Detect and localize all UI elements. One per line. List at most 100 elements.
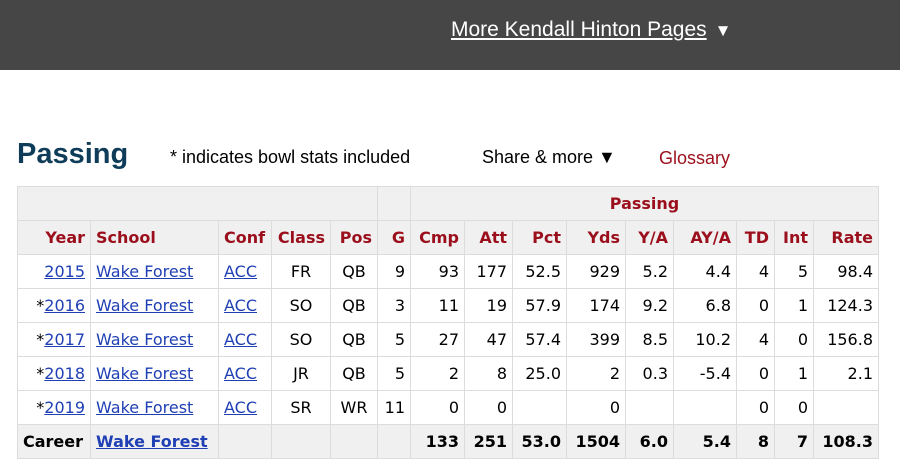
career-conf-cell — [218, 424, 272, 459]
bowl-marker: * — [36, 398, 45, 417]
yds-cell: 2 — [566, 356, 626, 391]
pct-cell: 25.0 — [512, 356, 567, 391]
career-pos-cell — [330, 424, 378, 459]
td-cell: 0 — [736, 356, 775, 391]
column-header[interactable]: Pct — [512, 220, 567, 255]
att-cell: 177 — [464, 254, 513, 289]
conf-cell: ACC — [218, 356, 272, 391]
conf-link[interactable]: ACC — [224, 330, 258, 349]
column-header[interactable]: Rate — [813, 220, 879, 255]
column-header[interactable]: Int — [774, 220, 814, 255]
column-header[interactable]: Conf — [218, 220, 272, 255]
column-header[interactable]: School — [90, 220, 219, 255]
table-body: 2015 Wake Forest ACC FR QB 9 93 177 52.5 929 5.2 4.… — [17, 254, 879, 425]
rate-cell: 156.8 — [813, 322, 879, 357]
td-cell: 0 — [736, 390, 775, 425]
rate-cell: 98.4 — [813, 254, 879, 289]
career-g-cell — [377, 424, 411, 459]
school-link[interactable]: Wake Forest — [96, 364, 194, 383]
passing-stats-table: Passing Year School Conf Class Pos G Cmp Att Pct… — [17, 186, 879, 459]
class-cell: FR — [271, 254, 331, 289]
column-header[interactable]: Cmp — [410, 220, 465, 255]
column-header[interactable]: Pos — [330, 220, 378, 255]
att-cell: 19 — [464, 288, 513, 323]
year-link[interactable]: 2018 — [44, 364, 85, 383]
conf-link[interactable]: ACC — [224, 296, 258, 315]
g-cell: 5 — [377, 322, 411, 357]
pct-cell: 52.5 — [512, 254, 567, 289]
school-link[interactable]: Wake Forest — [96, 398, 194, 417]
school-cell: Wake Forest — [90, 390, 219, 425]
year-cell: *2018 — [17, 356, 91, 391]
career-pct: 53.0 — [512, 424, 567, 459]
aya-cell: 10.2 — [673, 322, 737, 357]
column-header[interactable]: Y/A — [625, 220, 674, 255]
conf-link[interactable]: ACC — [224, 262, 258, 281]
more-pages-label: More Kendall Hinton Pages — [451, 18, 707, 41]
career-label: Career — [17, 424, 91, 459]
yds-cell: 929 — [566, 254, 626, 289]
aya-cell: 4.4 — [673, 254, 737, 289]
cmp-cell: 27 — [410, 322, 465, 357]
table-row: *2017 Wake Forest ACC SO QB 5 27 47 57.4 399 8.5 10… — [17, 322, 879, 357]
conf-link[interactable]: ACC — [224, 398, 258, 417]
bowl-marker: * — [36, 364, 45, 383]
column-header[interactable]: AY/A — [673, 220, 737, 255]
int-cell: 1 — [774, 356, 814, 391]
share-more-menu[interactable]: Share & more ▼ — [482, 147, 616, 167]
table-row: *2018 Wake Forest ACC JR QB 5 2 8 25.0 2 0.3 -5.4 0 1… — [17, 356, 879, 391]
year-link[interactable]: 2019 — [44, 398, 85, 417]
career-yds: 1504 — [566, 424, 626, 459]
section-title: Passing — [17, 138, 129, 170]
ya-cell: 0.3 — [625, 356, 674, 391]
td-cell: 0 — [736, 288, 775, 323]
column-header[interactable]: Class — [271, 220, 331, 255]
column-header[interactable]: G — [377, 220, 411, 255]
conf-cell: ACC — [218, 322, 272, 357]
school-link[interactable]: Wake Forest — [96, 296, 194, 315]
group-header-blank-games — [377, 186, 411, 221]
group-header-row: Passing — [17, 186, 879, 221]
career-row: Career Wake Forest 133 251 53.0 1504 6.0… — [17, 424, 879, 459]
g-cell: 9 — [377, 254, 411, 289]
year-link[interactable]: 2017 — [44, 330, 85, 349]
column-header[interactable]: Att — [464, 220, 513, 255]
career-att: 251 — [464, 424, 513, 459]
career-rate: 108.3 — [813, 424, 879, 459]
career-school-link[interactable]: Wake Forest — [96, 432, 208, 451]
int-cell: 1 — [774, 288, 814, 323]
more-player-pages-menu[interactable]: More Kendall Hinton Pages ▼ — [451, 18, 731, 42]
glossary-link[interactable]: Glossary — [659, 148, 731, 168]
column-header[interactable]: Year — [17, 220, 91, 255]
year-link[interactable]: 2015 — [44, 262, 85, 281]
conf-link[interactable]: ACC — [224, 364, 258, 383]
group-header-blank — [17, 186, 378, 221]
pos-cell: QB — [330, 288, 378, 323]
td-cell: 4 — [736, 322, 775, 357]
pct-cell — [512, 390, 567, 425]
cmp-cell: 93 — [410, 254, 465, 289]
group-header-passing: Passing — [410, 186, 879, 221]
g-cell: 3 — [377, 288, 411, 323]
table-row: *2016 Wake Forest ACC SO QB 3 11 19 57.9 174 9.2 6.… — [17, 288, 879, 323]
table-row: *2019 Wake Forest ACC SR WR 11 0 0 0 0 0 — [17, 390, 879, 425]
bowl-stats-note: * indicates bowl stats included — [170, 147, 411, 167]
column-header[interactable]: Yds — [566, 220, 626, 255]
year-cell: *2017 — [17, 322, 91, 357]
rate-cell: 2.1 — [813, 356, 879, 391]
career-aya: 5.4 — [673, 424, 737, 459]
int-cell: 0 — [774, 390, 814, 425]
year-link[interactable]: 2016 — [44, 296, 85, 315]
class-cell: SR — [271, 390, 331, 425]
school-link[interactable]: Wake Forest — [96, 262, 194, 281]
career-td: 8 — [736, 424, 775, 459]
pos-cell: QB — [330, 356, 378, 391]
cmp-cell: 2 — [410, 356, 465, 391]
career-school-cell: Wake Forest — [90, 424, 219, 459]
column-header-row: Year School Conf Class Pos G Cmp Att Pct Yds Y/A AY… — [17, 220, 879, 255]
yds-cell: 174 — [566, 288, 626, 323]
column-header[interactable]: TD — [736, 220, 775, 255]
att-cell: 47 — [464, 322, 513, 357]
school-link[interactable]: Wake Forest — [96, 330, 194, 349]
aya-cell — [673, 390, 737, 425]
